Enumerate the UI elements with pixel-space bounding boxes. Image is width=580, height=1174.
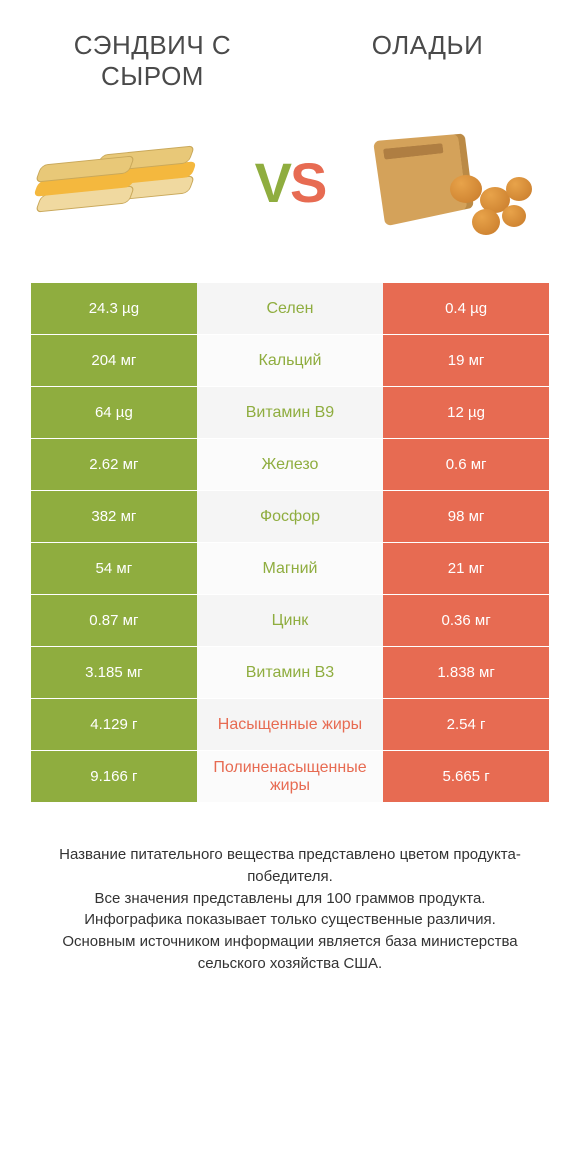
right-value-cell: 1.838 мг	[383, 647, 549, 699]
table-row: 382 мгФосфор98 мг	[31, 491, 549, 543]
nutrient-label-cell: Селен	[197, 283, 383, 335]
footer-line: Инфографика показывает только существенн…	[30, 909, 550, 931]
nutrient-label-cell: Полиненасыщенные жиры	[197, 751, 383, 803]
nutrient-label-cell: Витамин B3	[197, 647, 383, 699]
left-product-image	[30, 122, 210, 242]
table-row: 2.62 мгЖелезо0.6 мг	[31, 439, 549, 491]
sandwich-icon	[40, 132, 200, 232]
nutrient-label-cell: Насыщенные жиры	[197, 699, 383, 751]
right-product-title: ОЛАДЬИ	[315, 30, 540, 92]
table-row: 9.166 гПолиненасыщенные жиры5.665 г	[31, 751, 549, 803]
table-row: 0.87 мгЦинк0.36 мг	[31, 595, 549, 647]
vs-row: VS	[0, 102, 580, 272]
table-row: 64 µgВитамин B912 µg	[31, 387, 549, 439]
right-value-cell: 98 мг	[383, 491, 549, 543]
vs-label: VS	[255, 150, 326, 215]
comparison-table: 24.3 µgСелен0.4 µg204 мгКальций19 мг64 µ…	[30, 282, 550, 804]
right-value-cell: 19 мг	[383, 335, 549, 387]
nutrient-label-cell: Цинк	[197, 595, 383, 647]
left-value-cell: 64 µg	[31, 387, 197, 439]
table-row: 54 мгМагний21 мг	[31, 543, 549, 595]
left-value-cell: 204 мг	[31, 335, 197, 387]
nutrient-label-cell: Железо	[197, 439, 383, 491]
header: СЭНДВИЧ С СЫРОМ ОЛАДЬИ	[0, 0, 580, 102]
hashbrowns-icon	[380, 127, 540, 237]
vs-s: S	[290, 151, 325, 214]
table-row: 3.185 мгВитамин B31.838 мг	[31, 647, 549, 699]
table-row: 24.3 µgСелен0.4 µg	[31, 283, 549, 335]
left-value-cell: 3.185 мг	[31, 647, 197, 699]
left-value-cell: 4.129 г	[31, 699, 197, 751]
left-value-cell: 9.166 г	[31, 751, 197, 803]
nutrient-label-cell: Фосфор	[197, 491, 383, 543]
left-value-cell: 54 мг	[31, 543, 197, 595]
left-value-cell: 382 мг	[31, 491, 197, 543]
right-value-cell: 0.36 мг	[383, 595, 549, 647]
right-value-cell: 2.54 г	[383, 699, 549, 751]
right-product-image	[370, 122, 550, 242]
right-value-cell: 0.4 µg	[383, 283, 549, 335]
right-value-cell: 21 мг	[383, 543, 549, 595]
footer-line: Все значения представлены для 100 граммо…	[30, 888, 550, 910]
footer-notes: Название питательного вещества представл…	[30, 844, 550, 975]
vs-v: V	[255, 151, 290, 214]
footer-line: Основным источником информации является …	[30, 931, 550, 975]
nutrient-label-cell: Кальций	[197, 335, 383, 387]
left-product-title: СЭНДВИЧ С СЫРОМ	[40, 30, 265, 92]
right-value-cell: 12 µg	[383, 387, 549, 439]
left-value-cell: 0.87 мг	[31, 595, 197, 647]
nutrient-label-cell: Магний	[197, 543, 383, 595]
footer-line: Название питательного вещества представл…	[30, 844, 550, 888]
right-value-cell: 5.665 г	[383, 751, 549, 803]
nutrient-label-cell: Витамин B9	[197, 387, 383, 439]
right-value-cell: 0.6 мг	[383, 439, 549, 491]
left-value-cell: 2.62 мг	[31, 439, 197, 491]
left-value-cell: 24.3 µg	[31, 283, 197, 335]
table-row: 4.129 гНасыщенные жиры2.54 г	[31, 699, 549, 751]
table-row: 204 мгКальций19 мг	[31, 335, 549, 387]
